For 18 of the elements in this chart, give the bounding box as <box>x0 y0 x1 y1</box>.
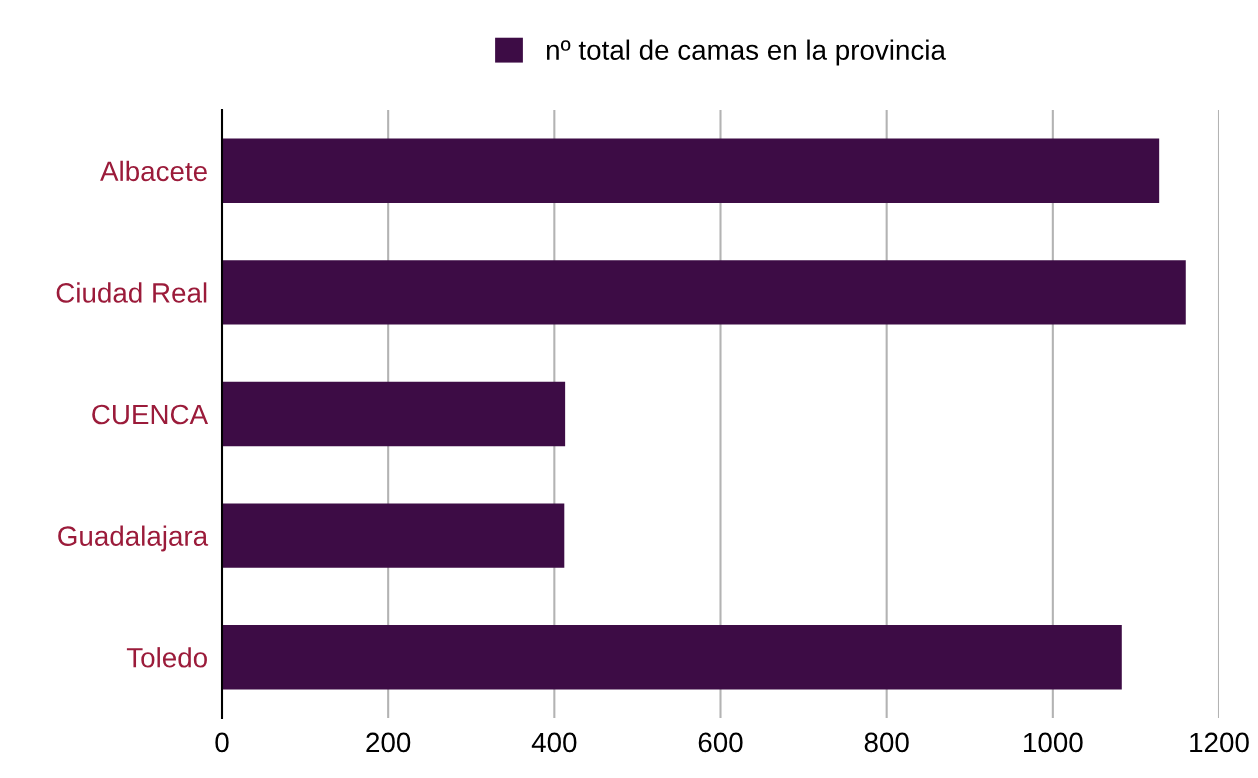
y-tick-label: CUENCA <box>92 404 209 425</box>
x-tick-label: 0 <box>215 732 229 753</box>
x-tick-label: 200 <box>366 732 411 753</box>
bar <box>222 624 1122 690</box>
x-tick-label: 800 <box>864 732 909 753</box>
y-tick-label: Ciudad Real <box>56 282 207 303</box>
y-tick-label: Albacete <box>100 160 207 182</box>
y-tick-label: Toledo <box>126 647 207 668</box>
bar <box>222 260 1186 325</box>
y-tick-label: Guadalajara <box>58 525 209 552</box>
x-tick-label: 1000 <box>1024 732 1083 753</box>
x-tick-label: 400 <box>531 732 577 753</box>
bar <box>222 503 565 568</box>
x-tick-label: 1200 <box>1190 732 1249 753</box>
legend-label: nº total de camas en la provincia <box>546 39 946 66</box>
x-tick-label: 600 <box>698 732 743 753</box>
bar <box>222 381 566 447</box>
bar <box>222 138 1160 204</box>
